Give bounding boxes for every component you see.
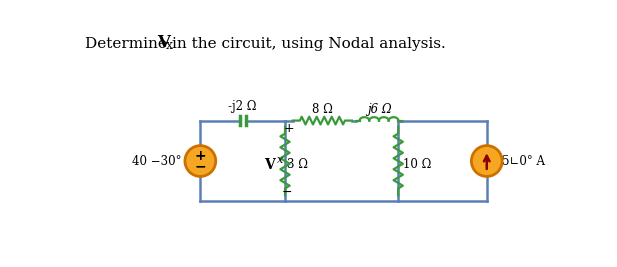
Text: −: − (281, 186, 292, 199)
Text: j6 Ω: j6 Ω (366, 103, 391, 116)
Ellipse shape (185, 146, 216, 176)
Text: -j2 Ω: -j2 Ω (228, 100, 257, 113)
Text: 40 −30° V: 40 −30° V (133, 155, 194, 167)
Text: x: x (277, 155, 284, 165)
Text: in the circuit, using Nodal analysis.: in the circuit, using Nodal analysis. (172, 37, 445, 50)
Text: −: − (194, 159, 206, 173)
Text: Determine: Determine (85, 37, 172, 50)
Text: +: + (284, 122, 294, 135)
Text: 5∟0° A: 5∟0° A (502, 155, 545, 167)
Text: x: x (166, 39, 173, 52)
Ellipse shape (471, 146, 502, 176)
Text: V: V (157, 34, 170, 51)
Text: 10 Ω: 10 Ω (404, 158, 432, 171)
Text: 8 Ω: 8 Ω (312, 103, 333, 116)
Text: 3 Ω: 3 Ω (287, 158, 308, 171)
Text: +: + (194, 150, 206, 163)
Text: V: V (264, 158, 275, 172)
